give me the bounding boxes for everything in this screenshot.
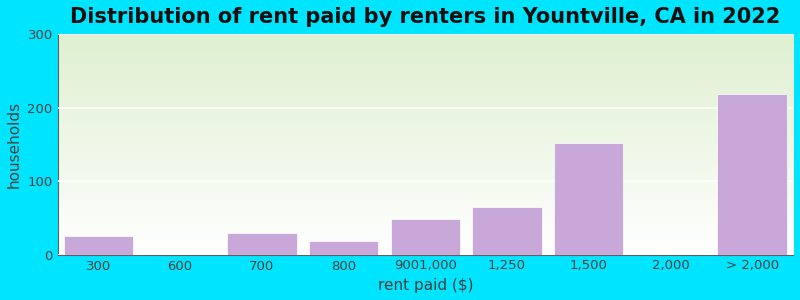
Title: Distribution of rent paid by renters in Yountville, CA in 2022: Distribution of rent paid by renters in …: [70, 7, 781, 27]
Bar: [64, 236, 133, 255]
Bar: [390, 219, 460, 255]
X-axis label: rent paid ($): rent paid ($): [378, 278, 473, 293]
Bar: [309, 242, 378, 255]
Bar: [472, 207, 542, 255]
Bar: [554, 143, 623, 255]
Bar: [227, 232, 297, 255]
Bar: [718, 94, 787, 255]
Y-axis label: households: households: [7, 101, 22, 188]
